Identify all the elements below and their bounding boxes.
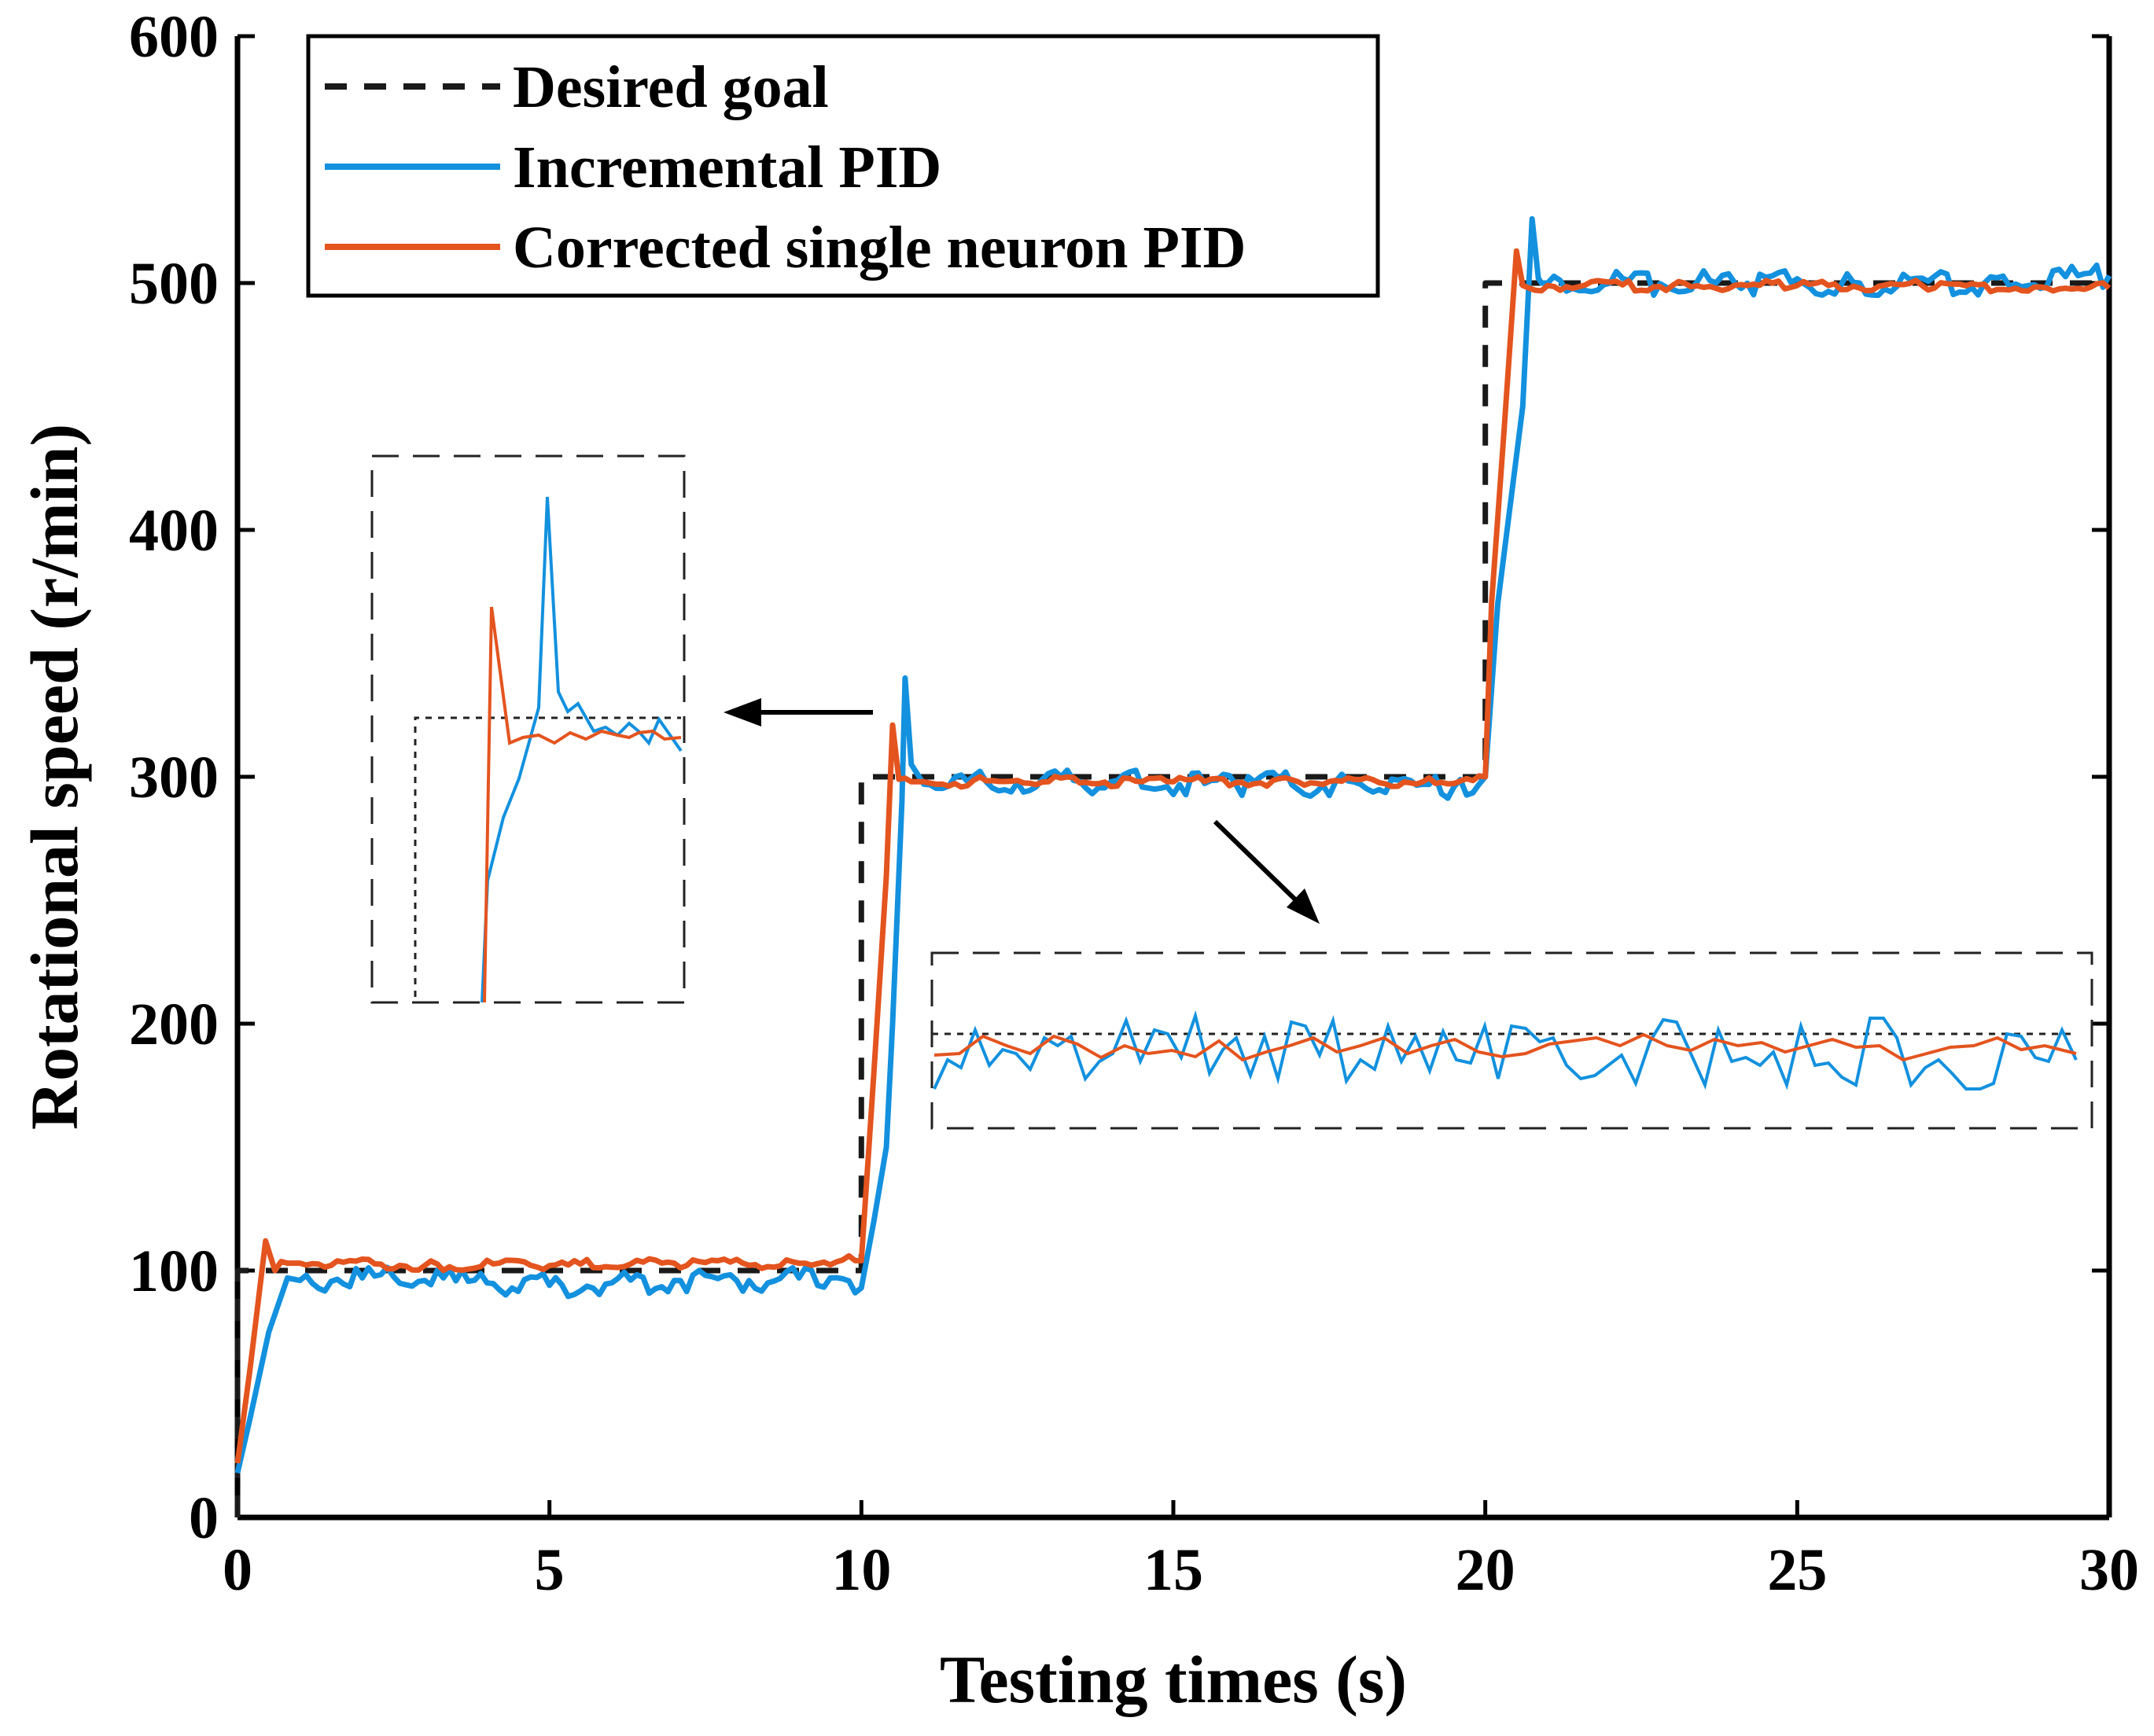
zoom-inset-step-incremental bbox=[481, 496, 683, 1003]
zoom-inset-steady-corrected bbox=[933, 1032, 2077, 1062]
legend-label-corrected: Corrected single neuron PID bbox=[513, 215, 1246, 281]
series-line-corrected bbox=[234, 248, 2112, 1464]
legend-label-incremental: Incremental PID bbox=[513, 134, 941, 200]
y-ticks: 0 100 200 300 400 500 600 bbox=[129, 4, 2109, 1551]
x-tick-label: 5 bbox=[535, 1537, 565, 1603]
y-tick-label: 600 bbox=[129, 4, 219, 70]
zoom-inset-steady-frame bbox=[930, 951, 2093, 1130]
legend: Desired goal Incremental PID Corrected s… bbox=[306, 34, 1380, 298]
arrow-shaft-diagonal bbox=[1213, 819, 1300, 904]
arrow-head-diagonal bbox=[1287, 888, 1320, 924]
series-line-desired bbox=[234, 280, 2109, 1517]
x-tick-label: 20 bbox=[1456, 1537, 1515, 1603]
legend-label-desired: Desired goal bbox=[513, 54, 829, 120]
y-tick-label: 100 bbox=[129, 1238, 219, 1304]
zoom-inset-step-frame bbox=[370, 454, 686, 1004]
y-tick-label: 500 bbox=[129, 251, 219, 317]
zoom-inset-step-desired bbox=[414, 716, 681, 997]
zoom-inset-step-corrected bbox=[483, 606, 682, 1003]
series-line-incremental bbox=[234, 215, 2112, 1474]
x-tick-label: 25 bbox=[1767, 1537, 1827, 1603]
zoom-inset-step bbox=[370, 454, 686, 1004]
x-ticks: 0 5 10 15 20 25 30 bbox=[223, 1500, 2139, 1603]
arrow-to-steady-inset bbox=[1213, 819, 1320, 924]
y-axis-title: Rotational speed (r/min) bbox=[17, 424, 92, 1130]
arrow-head-left bbox=[724, 698, 761, 726]
y-tick-label: 400 bbox=[129, 498, 219, 564]
zoom-inset-steady-incremental bbox=[933, 1010, 2078, 1091]
x-tick-label: 10 bbox=[831, 1537, 891, 1603]
x-tick-label: 0 bbox=[223, 1537, 252, 1603]
y-tick-label: 300 bbox=[129, 745, 219, 811]
x-tick-label: 15 bbox=[1143, 1537, 1203, 1603]
arrow-to-step-inset bbox=[724, 698, 873, 726]
y-tick-label: 200 bbox=[129, 991, 219, 1057]
series-layer bbox=[234, 215, 2112, 1517]
zoom-inset-steady bbox=[930, 951, 2093, 1130]
x-axis-title: Testing times (s) bbox=[940, 1642, 1407, 1717]
x-tick-label: 30 bbox=[2079, 1537, 2139, 1603]
y-tick-label: 0 bbox=[189, 1485, 219, 1551]
